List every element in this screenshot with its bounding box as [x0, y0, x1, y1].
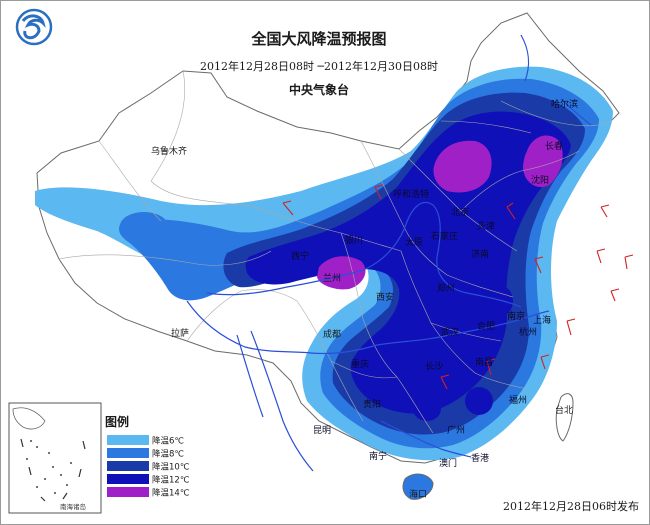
- legend-label: 降温14℃: [152, 488, 190, 499]
- city-label-shenyang: 沈阳: [531, 174, 549, 186]
- legend: 图例 降温6℃ 降温8℃ 降温10℃ 降温12℃ 降温14℃: [105, 414, 190, 499]
- city-label-chongqing: 重庆: [351, 358, 369, 370]
- rivers: [186, 34, 592, 472]
- city-label-hangzhou: 杭州: [519, 326, 537, 338]
- city-label-lanzhou: 兰州: [323, 272, 341, 284]
- city-label-wuhan: 武汉: [441, 326, 459, 338]
- city-label-guangzhou: 广州: [447, 424, 465, 436]
- city-label-xining: 西宁: [291, 250, 309, 262]
- city-label-lhasa: 拉萨: [171, 327, 189, 339]
- city-label-chengdu: 成都: [323, 328, 341, 340]
- legend-label: 降温6℃: [152, 436, 184, 447]
- hainan-island: [402, 473, 434, 500]
- city-label-haikou: 海口: [409, 488, 427, 500]
- city-label-fuzhou: 福州: [509, 394, 527, 406]
- city-label-shanghai: 上海: [533, 314, 551, 326]
- city-label-yinchuan: 银川: [345, 234, 363, 246]
- cma-logo-icon: [15, 8, 53, 46]
- city-label-taibei: 台北: [555, 404, 573, 416]
- city-label-urumqi: 乌鲁木齐: [151, 145, 187, 157]
- legend-label: 降温10℃: [152, 462, 190, 473]
- city-label-jinan: 济南: [471, 248, 489, 260]
- city-label-nanning: 南宁: [369, 450, 387, 462]
- city-label-xian: 西安: [376, 291, 394, 303]
- city-label-aomen: 澳门: [439, 457, 457, 469]
- legend-swatch: [107, 461, 149, 471]
- issue-time: 2012年12月28日06时发布: [503, 499, 639, 513]
- city-labels: 乌鲁木齐 拉萨 西安 郑州 成都 重庆 昆明 贵阳 南宁 海口 澳门 香港 台北…: [151, 98, 578, 500]
- city-label-beijing: 北京: [451, 206, 469, 218]
- city-label-harbin: 哈尔滨: [551, 98, 578, 110]
- legend-swatch: [107, 435, 149, 445]
- taiwan-island: [555, 393, 574, 442]
- city-label-hefei: 合肥: [477, 320, 495, 332]
- legend-swatch: [107, 448, 149, 458]
- city-label-xianggang: 香港: [471, 452, 489, 464]
- city-label-taiyuan: 太原: [405, 236, 423, 248]
- legend-swatch: [107, 487, 149, 497]
- legend-label: 降温12℃: [152, 475, 190, 486]
- forecast-period: 2012年12月28日08时 ─2012年12月30日08时: [200, 59, 438, 73]
- wind-markers: [282, 184, 634, 390]
- city-label-tianjin: 天津: [477, 221, 495, 232]
- city-label-kunming: 昆明: [313, 425, 331, 436]
- city-label-shijiazhuang: 石家庄: [431, 230, 458, 242]
- legend-label: 降温8℃: [152, 449, 184, 460]
- city-label-nanjing: 南京: [507, 310, 525, 322]
- city-label-zhengzhou: 郑州: [437, 282, 455, 294]
- issuing-agency: 中央气象台: [289, 82, 349, 97]
- city-label-guiyang: 贵阳: [363, 398, 381, 410]
- drop-zone-12: [245, 111, 572, 421]
- province-borders: [58, 70, 612, 434]
- map-title: 全国大风降温预报图: [250, 30, 386, 48]
- legend-swatch: [107, 474, 149, 484]
- drop-zone-14: [317, 135, 563, 290]
- city-label-changsha: 长沙: [425, 360, 443, 372]
- city-label-changchun: 长春: [545, 140, 563, 152]
- city-label-nanchang: 南昌: [475, 356, 493, 368]
- city-label-hohhot: 呼和浩特: [393, 188, 429, 200]
- south-china-sea-inset: 南海诸岛: [8, 402, 102, 514]
- legend-title: 图例: [105, 414, 129, 429]
- inset-label: 南海诸岛: [60, 502, 86, 511]
